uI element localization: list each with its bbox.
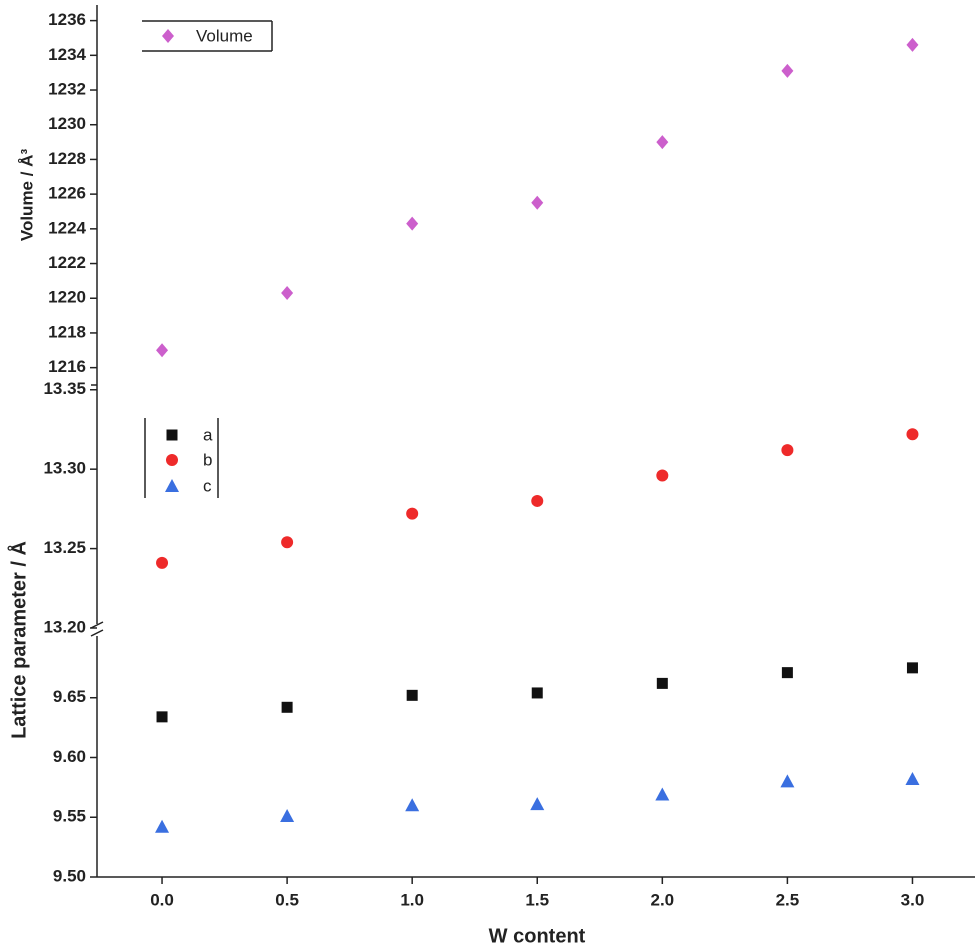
x-tick-label: 1.0 bbox=[400, 890, 424, 909]
point bbox=[156, 343, 169, 358]
point bbox=[656, 135, 669, 150]
y-tick-label: 13.25 bbox=[43, 538, 86, 557]
legend-marker bbox=[162, 29, 174, 43]
y-tick-label: 1236 bbox=[48, 10, 86, 29]
point bbox=[780, 774, 795, 788]
y-tick-label: 13.35 bbox=[43, 379, 86, 398]
point bbox=[406, 216, 419, 231]
x-tick-label: 2.5 bbox=[776, 890, 800, 909]
y-axis-title: Volume / Å³ bbox=[17, 149, 36, 242]
legend-label: a bbox=[203, 425, 213, 444]
point bbox=[781, 63, 794, 78]
y-tick-label: 1218 bbox=[48, 322, 86, 341]
y-tick-label: 1228 bbox=[48, 149, 86, 168]
y-tick-label: 13.30 bbox=[43, 459, 86, 478]
legend bbox=[142, 20, 273, 498]
point bbox=[781, 444, 794, 457]
point bbox=[531, 494, 544, 507]
x-tick-label: 1.5 bbox=[525, 890, 549, 909]
y-tick-label: 1220 bbox=[48, 288, 86, 307]
legend-label: c bbox=[203, 476, 212, 495]
point bbox=[906, 37, 919, 52]
point bbox=[781, 667, 793, 679]
point bbox=[155, 819, 170, 833]
x-tick-label: 0.5 bbox=[275, 890, 299, 909]
point bbox=[531, 195, 544, 210]
y-tick-label: 1230 bbox=[48, 114, 86, 133]
point bbox=[281, 536, 294, 549]
point bbox=[280, 809, 295, 823]
legend-marker bbox=[166, 429, 178, 441]
point bbox=[905, 772, 920, 785]
legend-label: Volume bbox=[196, 26, 253, 45]
y-tick-label: 9.65 bbox=[53, 687, 86, 706]
legend-marker bbox=[166, 454, 178, 466]
y-tick-label: 9.55 bbox=[53, 807, 86, 826]
axes bbox=[90, 5, 975, 878]
point bbox=[530, 797, 545, 811]
y-axis-title: Lattice parameter / Å bbox=[6, 541, 30, 739]
legend-marker bbox=[165, 479, 179, 492]
y-tick-label: 1224 bbox=[48, 218, 86, 237]
x-tick-label: 2.0 bbox=[651, 890, 675, 909]
y-tick-label: 1234 bbox=[48, 45, 86, 64]
point bbox=[156, 711, 168, 723]
point bbox=[906, 662, 918, 674]
x-tick-label: 0.0 bbox=[150, 890, 174, 909]
y-tick-label: 1222 bbox=[48, 253, 86, 272]
legend-label: b bbox=[203, 450, 212, 469]
y-tick-label: 1216 bbox=[48, 357, 86, 376]
point bbox=[906, 428, 919, 441]
point bbox=[281, 286, 294, 301]
point bbox=[281, 701, 293, 713]
y-tick-label: 9.60 bbox=[53, 747, 86, 766]
point bbox=[531, 687, 543, 699]
point bbox=[406, 507, 419, 520]
x-tick-label: 3.0 bbox=[901, 890, 925, 909]
y-tick-label: 1226 bbox=[48, 184, 86, 203]
x-axis-title: W content bbox=[489, 925, 586, 947]
point bbox=[656, 677, 668, 689]
y-tick-label: 1232 bbox=[48, 80, 86, 99]
point bbox=[156, 556, 169, 569]
point bbox=[656, 469, 669, 482]
y-tick-label: 9.50 bbox=[53, 866, 86, 885]
point bbox=[406, 689, 418, 701]
axis-break bbox=[90, 621, 104, 629]
point bbox=[655, 787, 670, 801]
point bbox=[405, 798, 420, 812]
axis-break bbox=[90, 629, 104, 637]
y-tick-label: 13.20 bbox=[43, 617, 86, 636]
